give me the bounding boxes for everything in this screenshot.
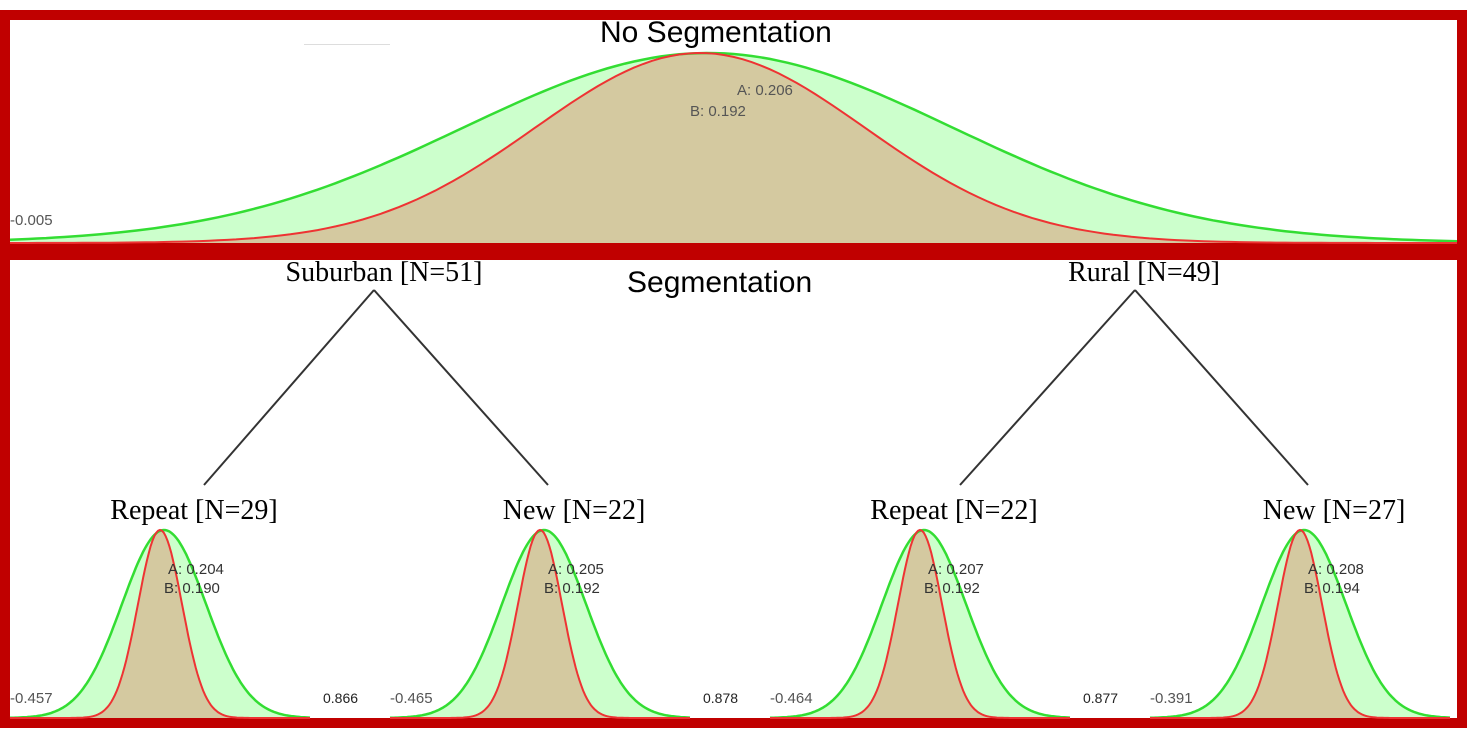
leaf-node-label: Repeat [N=29]: [110, 495, 278, 526]
leaf-max-label: 0.877: [1083, 690, 1119, 706]
leaf-node-label: New [N=22]: [502, 495, 646, 526]
leaf-1-curve-b-line: [10, 528, 310, 719]
leaf-a-label: A: 0.205: [548, 561, 604, 578]
leaf-min-label: -0.391: [1150, 690, 1193, 707]
segmentation-title: Segmentation: [627, 266, 813, 299]
leaf-min-label: -0.465: [390, 690, 433, 707]
leaf-min-label: -0.464: [770, 690, 813, 707]
leaf-2-curve-b-area: [390, 530, 690, 718]
no-segmentation-curves: [9, 51, 1458, 244]
top-curve-b-area: [10, 53, 1457, 243]
leaf-max-label: 0.866: [323, 690, 359, 706]
segmentation-panel: [0, 250, 1467, 728]
leaf-2-curve-b-line: [390, 528, 690, 719]
leaf-3-curve-b-area: [770, 530, 1070, 718]
no-segmentation-title: No Segmentation: [600, 16, 832, 49]
leaf-b-label: B: 0.192: [544, 580, 600, 597]
top-curve-b-line: [10, 51, 1457, 244]
tree-edge: [1134, 289, 1309, 486]
leaf-3-curve-b-line: [770, 528, 1070, 719]
leaf-4-curve-b-line: [1150, 528, 1450, 719]
leaf-min-label: -0.457: [10, 690, 53, 707]
group-node-suburban: Suburban [N=51]: [285, 257, 483, 288]
leaf-b-label: B: 0.192: [924, 580, 980, 597]
top-b-label: B: 0.192: [690, 103, 746, 120]
top-scale-line: [304, 44, 390, 45]
leaf-a-label: A: 0.207: [928, 561, 984, 578]
leaf-1-curve-b-area: [10, 530, 310, 718]
top-a-label: A: 0.206: [737, 82, 793, 99]
leaf-a-label: A: 0.208: [1308, 561, 1364, 578]
leaf-max-label: 0.878: [703, 690, 739, 706]
tree-edge: [203, 289, 375, 486]
leaf-node-label: New [N=27]: [1262, 495, 1406, 526]
tree-edge: [373, 289, 549, 486]
top-curve-a-line: [9, 51, 1458, 243]
leaf-b-label: B: 0.194: [1304, 580, 1360, 597]
leaf-a-label: A: 0.204: [168, 561, 224, 578]
group-node-rural: Rural [N=49]: [1068, 257, 1220, 288]
tree-edge: [959, 289, 1136, 486]
leaf-node-label: Repeat [N=22]: [870, 495, 1038, 526]
leaf-b-label: B: 0.190: [164, 580, 220, 597]
top-min-label: -0.005: [10, 212, 53, 229]
leaf-4-curve-b-area: [1150, 530, 1450, 718]
